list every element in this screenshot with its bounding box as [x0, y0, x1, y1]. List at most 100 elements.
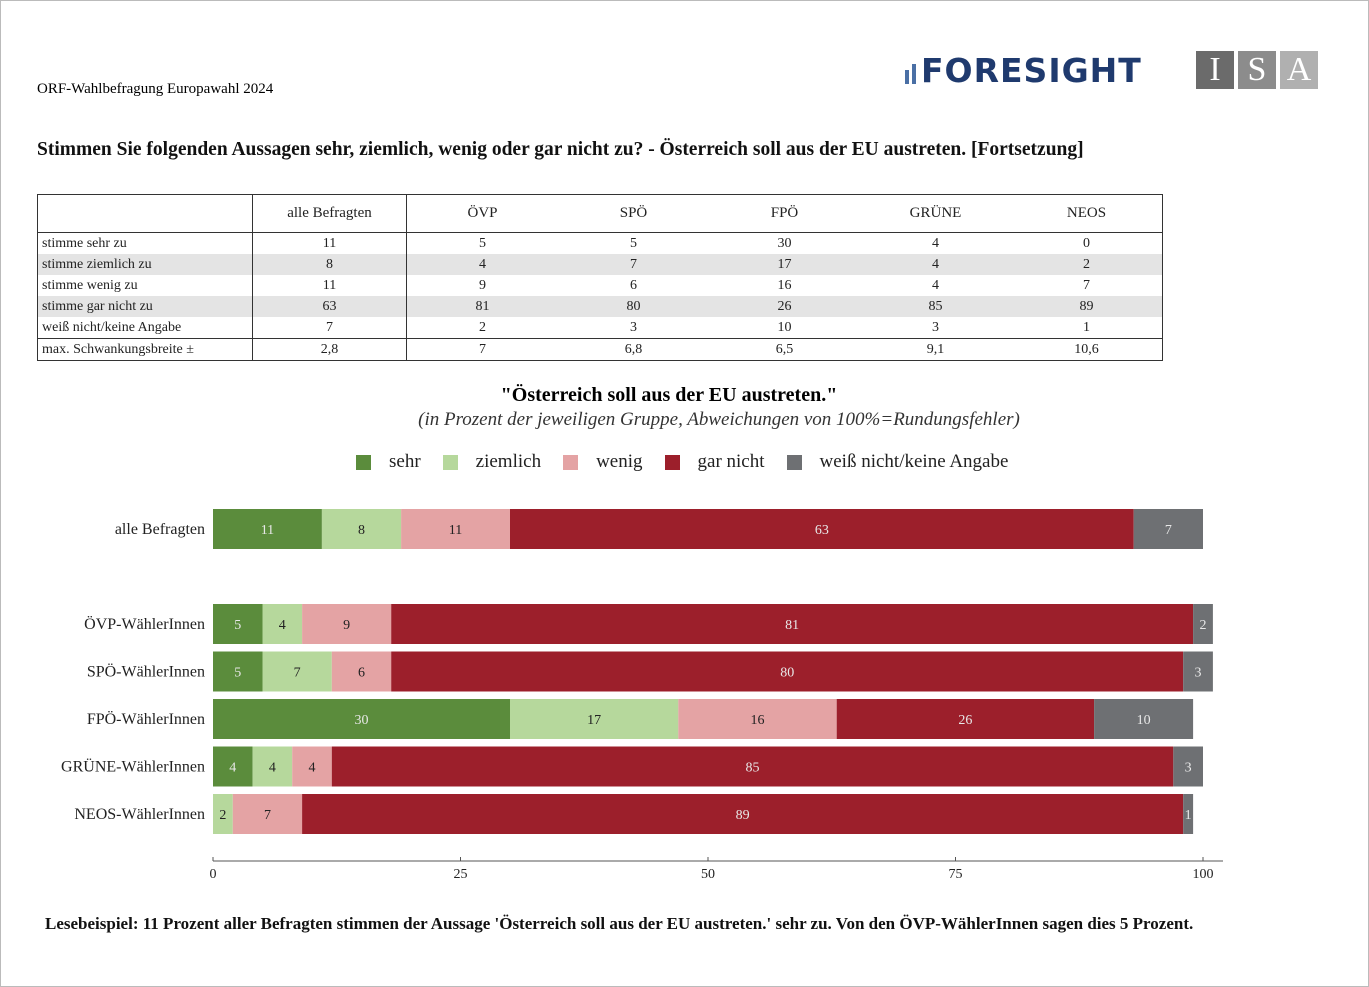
value-label: 10: [1137, 713, 1151, 728]
cell: 4: [406, 254, 558, 275]
bar-segment: [1183, 651, 1213, 692]
logo-letter: I: [1196, 51, 1234, 89]
data-table: alle Befragten ÖVP SPÖ FPÖ GRÜNE NEOS stimme s…: [37, 194, 1163, 361]
bar-segment: [391, 651, 1184, 692]
value-label: 7: [264, 808, 271, 823]
category-label: alle Befragten: [115, 521, 205, 538]
bar-segment: [213, 509, 322, 549]
legend-label: sehr: [389, 451, 421, 472]
value-label: 17: [587, 713, 601, 728]
cell: 2,8: [252, 338, 407, 361]
legend-item: sehr: [356, 451, 421, 473]
row-label: max. Schwankungsbreite ±: [37, 338, 253, 361]
value-label: 26: [958, 713, 972, 728]
value-label: 30: [355, 713, 369, 728]
bar-segment: [213, 794, 233, 834]
x-tick-label: 50: [701, 867, 715, 882]
legend-label: wenig: [596, 451, 643, 472]
value-label: 6: [358, 666, 365, 681]
legend-swatch: [664, 454, 680, 470]
x-tick-label: 25: [454, 867, 468, 882]
logo-letter: A: [1280, 51, 1318, 89]
chart-subtitle: (in Prozent der jeweiligen Gruppe, Abwei…: [418, 409, 1020, 430]
table-header: alle Befragten ÖVP SPÖ FPÖ GRÜNE NEOS: [37, 194, 1163, 233]
value-label: 5: [234, 666, 241, 681]
header-cell: ÖVP: [467, 205, 498, 221]
bar-segment: [213, 651, 263, 692]
bar-segment: [213, 604, 263, 644]
value-label: 5: [234, 618, 241, 633]
header-cell: alle Befragten: [252, 194, 407, 233]
value-label: 89: [736, 808, 750, 823]
row-label: stimme ziemlich zu: [37, 254, 253, 275]
bar-segment: [331, 651, 392, 692]
cell: 5: [630, 236, 637, 251]
bar-segment: [836, 699, 1095, 739]
cell: 4: [932, 278, 939, 293]
header-cell: NEOS: [1066, 205, 1107, 221]
logo-letter: S: [1238, 51, 1276, 89]
category-label: FPÖ-WählerInnen: [87, 710, 205, 728]
bar-segment: [302, 794, 1184, 834]
value-label: 4: [279, 618, 286, 633]
bar-segment: [331, 746, 1174, 787]
legend-label: weiß nicht/keine Angabe: [819, 451, 1009, 472]
cell: 89: [1011, 296, 1163, 317]
bar-segment: [292, 746, 332, 787]
cell: 8: [252, 254, 407, 275]
cell: 1: [1083, 320, 1090, 335]
legend-label: gar nicht: [697, 451, 765, 472]
question: Stimmen Sie folgenden Aussagen sehr, zie…: [37, 139, 1084, 160]
legend-item: ziemlich: [442, 451, 542, 473]
value-label: 81: [785, 618, 799, 633]
bar-segment: [262, 651, 332, 692]
value-label: 85: [746, 761, 760, 776]
cell: 7: [558, 254, 709, 275]
table-row: weiß nicht/keine Angabe 7 2 3 10 3 1: [37, 317, 1163, 339]
cell: 11: [252, 232, 407, 254]
bar-segment: [232, 794, 303, 834]
table-row: stimme gar nicht zu 63 81 80 26 85 89: [37, 296, 1163, 317]
cell: 2: [1011, 254, 1163, 275]
value-label: 4: [229, 761, 236, 776]
value-label: 3: [1195, 666, 1202, 681]
bar-segment: [1094, 699, 1194, 739]
cell: 63: [252, 296, 407, 317]
footnote: Lesebeispiel: 11 Prozent aller Befragten…: [45, 914, 1194, 933]
value-label: 63: [815, 523, 829, 538]
legend-swatch: [786, 454, 802, 470]
table-row: max. Schwankungsbreite ±2,8 7 6,8 6,5 9,1 10,…: [37, 338, 1163, 361]
legend-swatch: [442, 454, 458, 470]
legend-swatch: [563, 454, 579, 470]
legend-label: ziemlich: [475, 451, 542, 472]
bar-segment: [1193, 604, 1213, 644]
source: ORF-Wahlbefragung Europawahl 2024: [37, 81, 274, 97]
cell: 9,1: [926, 342, 945, 357]
table-row: stimme sehr zu 11 5 5 30 4 0: [37, 232, 1163, 254]
header-cell: GRÜNE: [909, 205, 962, 221]
cell: 85: [860, 296, 1011, 317]
bar-segment: [1133, 509, 1203, 549]
header-cell: SPÖ: [619, 205, 648, 221]
category-label: GRÜNE-WählerInnen: [61, 758, 205, 776]
legend: sehr ziemlich wenig gar nicht weiß nicht/kei…: [356, 451, 1008, 473]
cell: 11: [252, 275, 407, 296]
bar-segment: [213, 699, 510, 739]
x-tick-label: 0: [210, 867, 217, 882]
cell: 16: [777, 278, 792, 293]
logo-foresight: FORESIGHT: [905, 51, 1142, 90]
value-label: 1: [1185, 808, 1192, 823]
cell: 3: [932, 320, 939, 335]
value-label: 8: [358, 523, 365, 538]
bar-segment: [1173, 746, 1203, 787]
chart-title: "Österreich soll aus der EU austreten.": [500, 384, 838, 406]
header-cell: FPÖ: [770, 205, 799, 221]
table-row: stimme wenig zu 11 9 6 16 4 7: [37, 275, 1163, 296]
legend-item: weiß nicht/keine Angabe: [786, 451, 1009, 473]
bar-segment: [401, 509, 510, 549]
cell: 7: [252, 317, 407, 339]
x-tick-label: 100: [1193, 867, 1214, 882]
row-label: stimme sehr zu: [37, 232, 253, 254]
